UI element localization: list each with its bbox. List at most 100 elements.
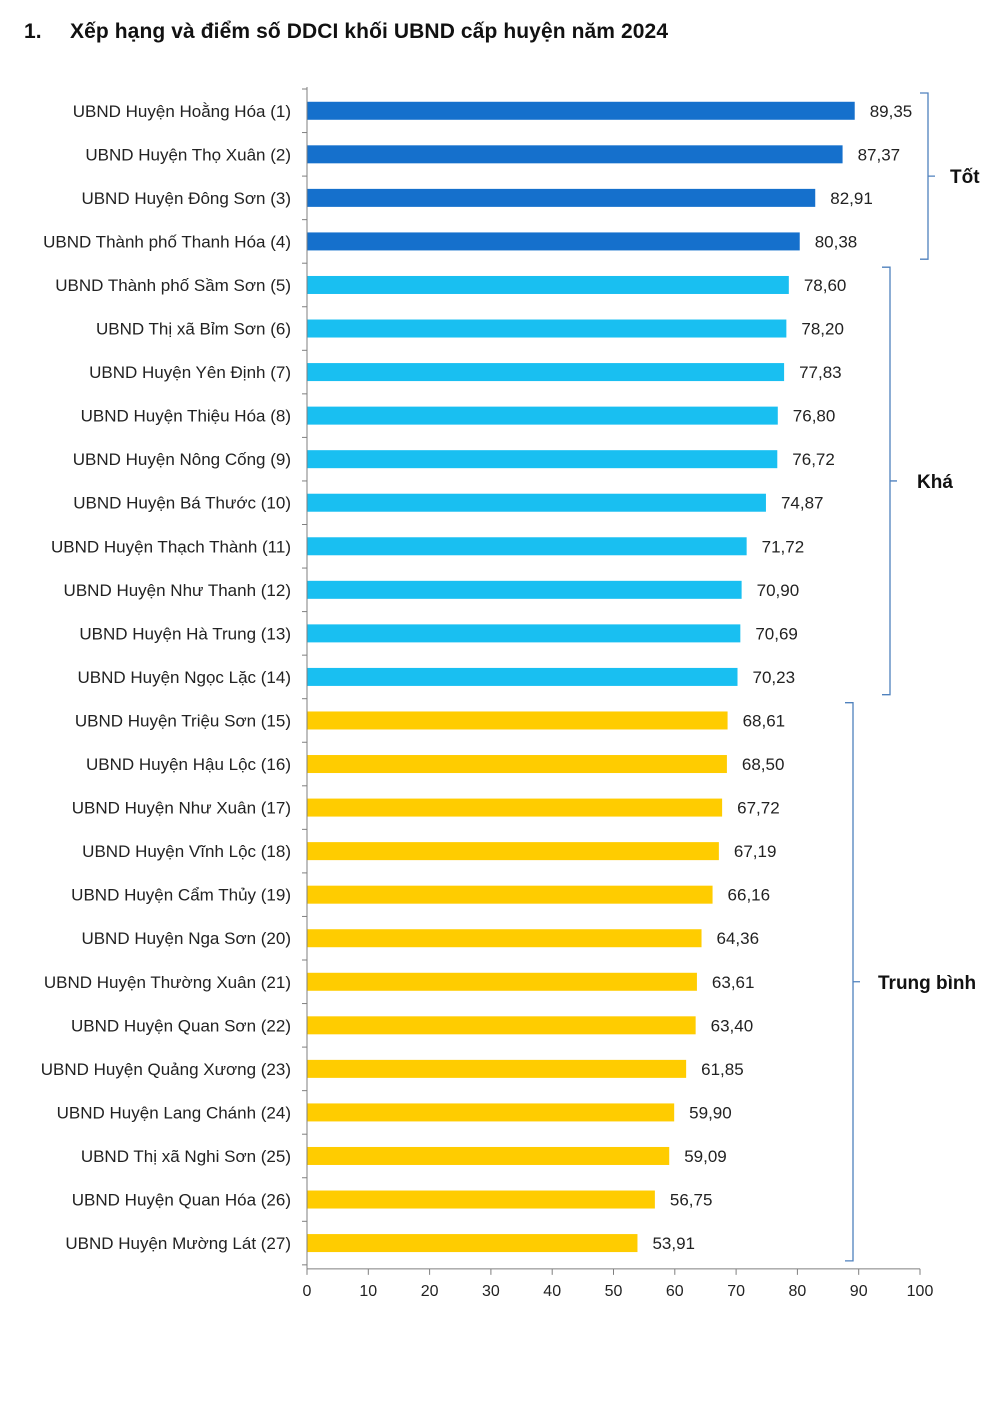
- bar-22: [307, 1016, 696, 1035]
- value-label-12: 70,90: [757, 581, 800, 600]
- group-label-2: Khá: [917, 472, 953, 493]
- value-label-3: 82,91: [830, 189, 873, 208]
- bar-4: [307, 232, 800, 251]
- category-label-17: UBND Huyện Như Xuân (17): [72, 799, 291, 818]
- bar-1: [307, 101, 855, 120]
- value-label-6: 78,20: [801, 320, 844, 339]
- x-tick-label-60: 60: [666, 1283, 684, 1300]
- x-tick-label-10: 10: [359, 1283, 377, 1300]
- bar-2: [307, 145, 843, 164]
- bar-21: [307, 972, 697, 991]
- bar-27: [307, 1234, 638, 1253]
- category-label-18: UBND Huyện Vĩnh Lộc (18): [82, 842, 291, 861]
- category-label-14: UBND Huyện Ngọc Lặc (14): [77, 668, 291, 687]
- value-label-13: 70,69: [755, 624, 798, 643]
- category-label-8: UBND Huyện Thiệu Hóa (8): [81, 407, 291, 426]
- value-label-25: 59,09: [684, 1147, 727, 1166]
- value-label-14: 70,23: [753, 668, 796, 687]
- category-label-16: UBND Huyện Hậu Lộc (16): [86, 755, 291, 774]
- bar-8: [307, 406, 778, 425]
- category-label-3: UBND Huyện Đông Sơn (3): [81, 189, 291, 208]
- bar-7: [307, 363, 785, 382]
- value-label-16: 68,50: [742, 755, 785, 774]
- category-label-19: UBND Huyện Cẩm Thủy (19): [71, 886, 291, 905]
- value-label-8: 76,80: [793, 407, 836, 426]
- title-text: Xếp hạng và điểm số DDCI khối UBND cấp h…: [70, 20, 669, 43]
- x-tick-label-100: 100: [907, 1283, 934, 1300]
- value-label-18: 67,19: [734, 842, 777, 861]
- page-title: 1. Xếp hạng và điểm số DDCI khối UBND cấp…: [24, 20, 668, 44]
- x-tick-label-70: 70: [727, 1283, 745, 1300]
- category-label-10: UBND Huyện Bá Thước (10): [73, 494, 291, 513]
- value-label-21: 63,61: [712, 973, 755, 992]
- category-label-13: UBND Huyện Hà Trung (13): [79, 624, 291, 643]
- x-tick-label-80: 80: [789, 1283, 807, 1300]
- bar-14: [307, 667, 738, 686]
- category-label-15: UBND Huyện Triệu Sơn (15): [75, 711, 291, 730]
- group-bracket-2: [882, 266, 897, 696]
- bar-15: [307, 711, 728, 730]
- group-label-1: Tốt: [950, 167, 980, 188]
- x-tick-label-30: 30: [482, 1283, 500, 1300]
- bar-26: [307, 1190, 655, 1209]
- value-label-26: 56,75: [670, 1191, 713, 1210]
- value-label-2: 87,37: [858, 145, 901, 164]
- bar-24: [307, 1103, 675, 1122]
- category-label-1: UBND Huyện Hoằng Hóa (1): [73, 102, 291, 121]
- category-label-4: UBND Thành phố Thanh Hóa (4): [43, 232, 291, 251]
- value-label-19: 66,16: [728, 886, 771, 905]
- x-tick-label-0: 0: [303, 1283, 312, 1300]
- bar-13: [307, 624, 741, 643]
- value-label-27: 53,91: [652, 1234, 695, 1253]
- category-label-9: UBND Huyện Nông Cống (9): [73, 450, 291, 469]
- category-label-25: UBND Thị xã Nghi Sơn (25): [81, 1147, 291, 1166]
- category-label-11: UBND Huyện Thạch Thành (11): [51, 537, 291, 556]
- bar-9: [307, 450, 778, 469]
- x-tick-label-50: 50: [605, 1283, 623, 1300]
- category-label-6: UBND Thị xã Bỉm Sơn (6): [96, 320, 291, 339]
- value-label-15: 68,61: [743, 711, 786, 730]
- title-number: 1.: [24, 20, 42, 43]
- bar-25: [307, 1146, 670, 1165]
- x-tick-label-90: 90: [850, 1283, 868, 1300]
- value-label-22: 63,40: [711, 1016, 754, 1035]
- value-label-9: 76,72: [792, 450, 835, 469]
- value-label-17: 67,72: [737, 799, 780, 818]
- value-label-7: 77,83: [799, 363, 842, 382]
- bar-6: [307, 319, 787, 338]
- bar-5: [307, 275, 789, 294]
- value-label-4: 80,38: [815, 232, 858, 251]
- group-bracket-3: [845, 702, 860, 1262]
- category-label-12: UBND Huyện Như Thanh (12): [64, 581, 291, 600]
- value-label-24: 59,90: [689, 1103, 732, 1122]
- bar-11: [307, 537, 747, 556]
- bar-23: [307, 1059, 687, 1078]
- category-label-7: UBND Huyện Yên Định (7): [89, 363, 291, 382]
- category-label-2: UBND Huyện Thọ Xuân (2): [85, 145, 291, 164]
- value-label-11: 71,72: [762, 537, 805, 556]
- category-label-21: UBND Huyện Thường Xuân (21): [44, 973, 291, 992]
- bar-20: [307, 929, 702, 948]
- value-label-23: 61,85: [701, 1060, 744, 1079]
- category-label-24: UBND Huyện Lang Chánh (24): [57, 1103, 291, 1122]
- category-label-27: UBND Huyện Mường Lát (27): [65, 1234, 291, 1253]
- bar-10: [307, 493, 766, 512]
- bar-18: [307, 842, 719, 861]
- category-label-23: UBND Huyện Quảng Xương (23): [41, 1060, 291, 1079]
- category-label-20: UBND Huyện Nga Sơn (20): [81, 929, 291, 948]
- bar-3: [307, 188, 816, 207]
- category-label-5: UBND Thành phố Sầm Sơn (5): [55, 276, 291, 295]
- group-label-3: Trung bình: [878, 973, 976, 994]
- group-bracket-1: [920, 92, 935, 260]
- category-label-22: UBND Huyện Quan Sơn (22): [71, 1016, 291, 1035]
- value-label-10: 74,87: [781, 494, 824, 513]
- value-label-5: 78,60: [804, 276, 847, 295]
- category-label-26: UBND Huyện Quan Hóa (26): [72, 1191, 291, 1210]
- bar-19: [307, 885, 713, 904]
- bar-17: [307, 798, 723, 817]
- value-label-1: 89,35: [870, 102, 913, 121]
- x-tick-label-20: 20: [421, 1283, 439, 1300]
- bar-16: [307, 755, 727, 774]
- bar-12: [307, 580, 742, 599]
